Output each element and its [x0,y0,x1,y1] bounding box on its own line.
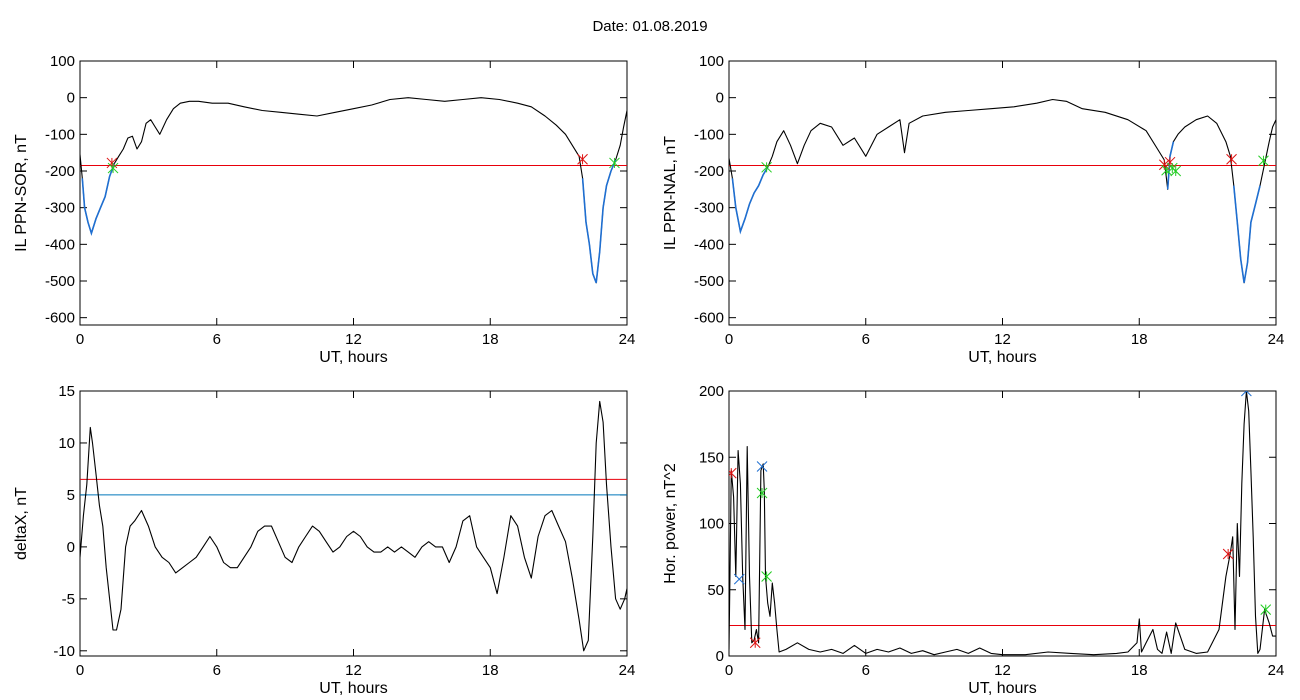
y-tick-label: 100 [699,53,724,70]
marker-green [756,487,768,499]
series-line [80,400,627,652]
y-axis-label: IL PPN-SOR, nT [13,134,30,252]
y-tick-label: 0 [67,90,75,107]
chart-panel-1: 0 6 12 18 24 100 0 -100 -200 -300 -400 -500 -600 UT, … [13,53,635,366]
x-axis-label: UT, hours [319,680,387,697]
x-tick-label: 12 [345,331,362,348]
y-tick-label: -100 [694,126,724,143]
x-tick-label: 18 [482,331,499,348]
chart-panel-2: 0 6 12 18 24 100 0 -100 -200 -300 -400 -500 -600 UT, … [662,53,1284,366]
marker-green [609,157,620,169]
y-tick-label: 5 [67,487,75,504]
x-tick-label: 18 [482,662,499,679]
x-tick-label: 0 [725,662,733,679]
y-tick-label: -500 [694,273,724,290]
marker-green [107,162,119,174]
y-tick-label: 0 [716,90,724,107]
chart-panel-3: 0 6 12 18 24 15 10 5 0 -5 -10 UT, hours deltaX, nT [13,383,635,697]
x-tick-label: 18 [1131,662,1148,679]
series-line [80,97,627,284]
x-tick-label: 12 [994,331,1011,348]
x-axis-label: UT, hours [319,349,387,366]
y-tick-label: 100 [699,516,724,533]
y-tick-label: 10 [58,435,75,452]
x-tick-label: 6 [862,331,870,348]
y-tick-label: -300 [45,200,75,217]
y-tick-label: -600 [45,310,75,327]
y-tick-label: 15 [58,383,75,400]
marker-blue [756,461,768,472]
plot-frame [728,390,1277,657]
y-tick-label: -400 [45,236,75,253]
marker-green [1170,165,1182,177]
y-axis-label: IL PPN-NAL, nT [662,136,679,250]
marker-red [1226,153,1237,165]
marker-blue [1241,391,1252,397]
series-line [729,98,1276,284]
plot-area [80,400,627,652]
plot-frame [79,390,628,657]
x-tick-label: 24 [1268,662,1285,679]
y-tick-label: 50 [707,582,724,599]
y-tick-label: 100 [50,53,75,70]
y-tick-label: -200 [694,163,724,180]
y-tick-label: 200 [699,383,724,400]
highlight-segment [581,159,617,284]
plot-area [729,391,1276,656]
marker-red [577,153,588,165]
y-tick-label: -600 [694,310,724,327]
plot-area [729,98,1276,284]
marker-green [1260,604,1272,615]
x-tick-label: 24 [619,331,636,348]
y-tick-label: -200 [45,163,75,180]
figure-title: Date: 01.08.2019 [592,18,708,35]
plot-frame [728,60,1277,326]
y-tick-label: 0 [67,539,75,556]
x-tick-label: 6 [862,662,870,679]
x-tick-label: 24 [1268,331,1285,348]
y-tick-label: -5 [62,591,75,608]
series-line [729,391,1276,656]
chart-panel-4: 0 6 12 18 24 200 150 100 50 0 UT, hours Hor. power,… [662,383,1284,697]
x-tick-label: 6 [213,331,221,348]
y-tick-label: -300 [694,200,724,217]
x-tick-label: 0 [76,331,84,348]
marker-red [1222,548,1234,560]
highlight-segment [1233,185,1261,283]
highlight-segment [81,163,115,236]
y-tick-label: -400 [694,236,724,253]
marker-blue [733,573,745,585]
y-tick-label: -500 [45,273,75,290]
y-axis-label: Hor. power, nT^2 [662,463,679,584]
marker-green [1258,155,1269,167]
y-tick-label: -100 [45,126,75,143]
x-tick-label: 12 [994,662,1011,679]
x-tick-label: 0 [76,662,84,679]
plot-frame [79,60,628,326]
marker-red [749,637,761,649]
x-tick-label: 0 [725,331,733,348]
y-tick-label: 150 [699,449,724,466]
x-tick-label: 24 [619,662,636,679]
highlight-segment [1166,141,1175,190]
y-axis-label: deltaX, nT [13,487,30,560]
y-tick-label: -10 [53,643,75,660]
highlight-segment [731,166,769,235]
marker-green [761,161,772,173]
marker-green [761,571,772,582]
x-axis-label: UT, hours [968,349,1036,366]
marker-red [729,467,737,479]
x-tick-label: 6 [213,662,221,679]
x-tick-label: 18 [1131,331,1148,348]
plot-area [80,97,627,284]
x-tick-label: 12 [345,662,362,679]
y-tick-label: 0 [716,648,724,665]
x-axis-label: UT, hours [968,680,1036,697]
